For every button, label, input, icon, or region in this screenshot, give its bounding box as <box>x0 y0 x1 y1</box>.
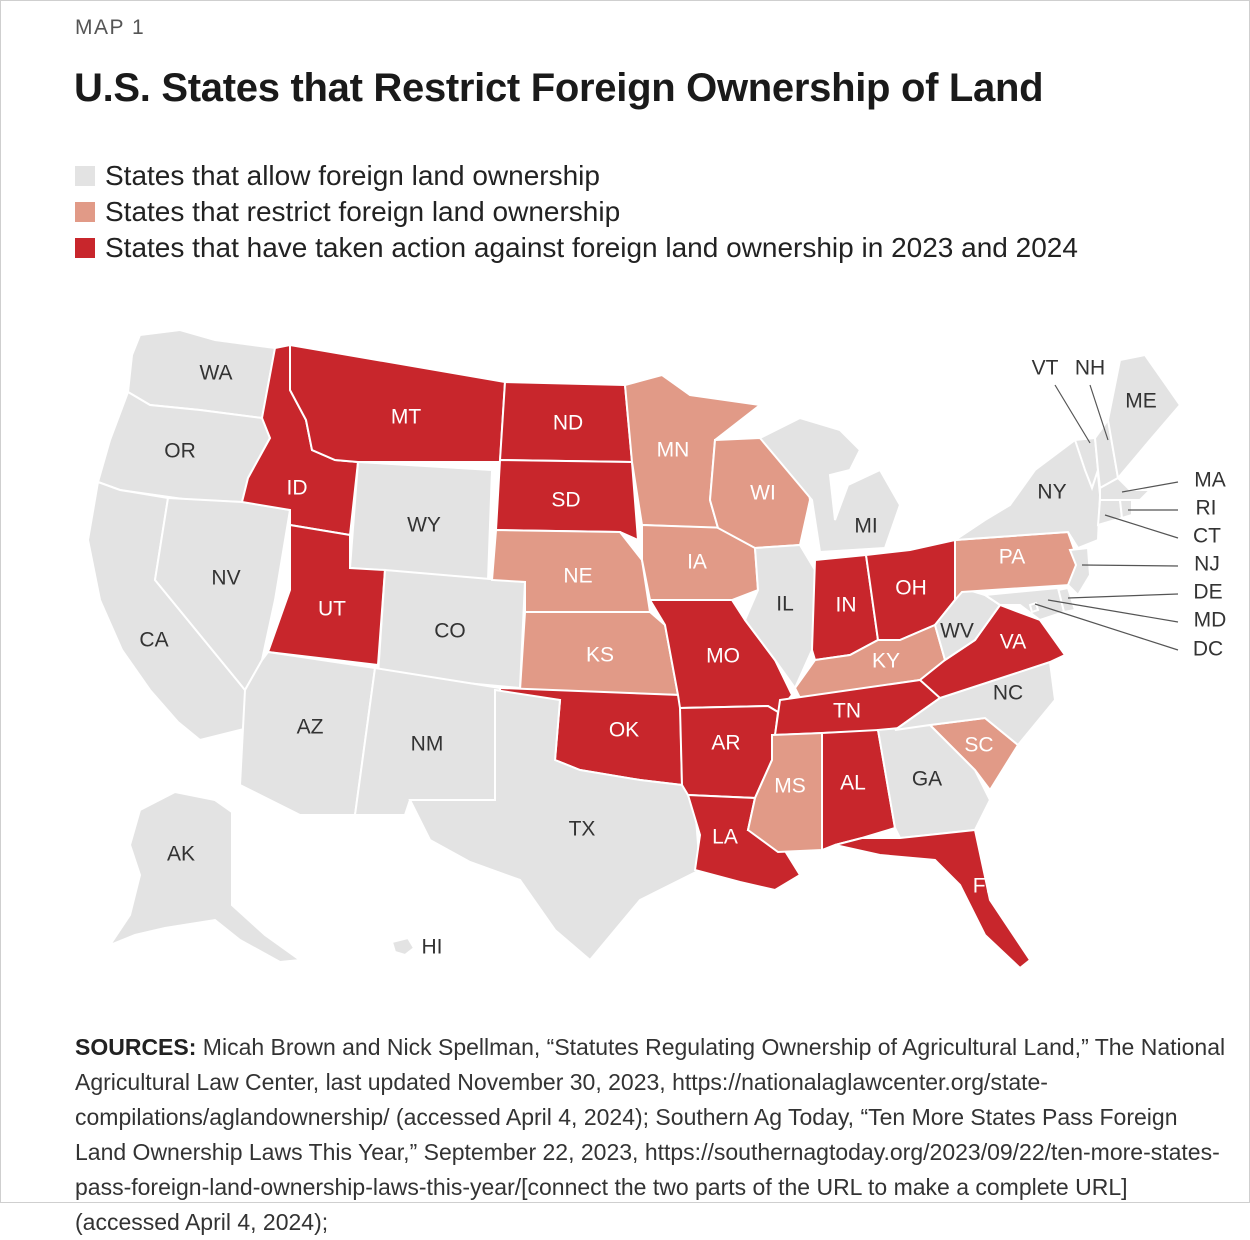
label-nj: NJ <box>1194 553 1220 576</box>
leader-dc <box>1034 603 1179 651</box>
label-mo: MO <box>706 645 740 668</box>
label-co: CO <box>434 620 466 643</box>
label-or: OR <box>164 440 196 463</box>
leader-md <box>1047 599 1179 623</box>
legend-item-allow: States that allow foreign land ownership <box>75 158 1078 194</box>
label-wi: WI <box>750 482 776 505</box>
label-mt: MT <box>391 406 421 429</box>
legend-label-action: States that have taken action against fo… <box>105 232 1078 263</box>
map-number: MAP 1 <box>75 16 146 39</box>
state-ri[interactable] <box>1118 499 1133 520</box>
state-vt[interactable] <box>1073 436 1100 491</box>
legend-swatch-action <box>75 238 95 258</box>
state-me[interactable] <box>1106 353 1182 481</box>
label-al: AL <box>840 772 866 795</box>
state-mi[interactable] <box>758 416 902 554</box>
label-il: IL <box>776 593 794 616</box>
label-ga: GA <box>912 768 942 791</box>
label-hi: HI <box>422 936 443 959</box>
label-ia: IA <box>687 551 707 574</box>
map-title: U.S. States that Restrict Foreign Owners… <box>74 66 1044 110</box>
label-ct: CT <box>1193 525 1221 548</box>
state-tx[interactable] <box>408 688 702 962</box>
leader-ma <box>1121 481 1179 493</box>
label-wy: WY <box>407 514 441 537</box>
state-ct[interactable] <box>1096 499 1124 527</box>
label-nv: NV <box>211 567 240 590</box>
label-sd: SD <box>551 489 580 512</box>
label-ma: MA <box>1194 469 1226 492</box>
us-map: WA OR CA NV ID MT WY UT CO AZ NM ND SD N… <box>86 328 1226 970</box>
label-ky: KY <box>872 650 900 673</box>
label-oh: OH <box>895 577 927 600</box>
label-ks: KS <box>586 644 614 667</box>
legend-item-action: States that have taken action against fo… <box>75 230 1078 266</box>
leader-vt <box>1054 384 1091 444</box>
label-ri: RI <box>1196 497 1217 520</box>
label-ny: NY <box>1037 481 1066 504</box>
label-nm: NM <box>411 733 444 756</box>
label-wa: WA <box>199 362 232 385</box>
label-ar: AR <box>711 732 740 755</box>
label-ne: NE <box>563 565 592 588</box>
leader-nh <box>1089 384 1109 441</box>
legend-swatch-allow <box>75 166 95 186</box>
label-ca: CA <box>139 629 168 652</box>
legend-label-restrict: States that restrict foreign land owners… <box>105 196 621 227</box>
sources-note: SOURCES: Micah Brown and Nick Spellman, … <box>75 1030 1235 1240</box>
label-ak: AK <box>167 843 195 866</box>
legend-item-restrict: States that restrict foreign land owners… <box>75 194 1078 230</box>
label-id: ID <box>287 477 308 500</box>
state-hi[interactable] <box>390 936 416 957</box>
state-md[interactable] <box>982 586 1066 622</box>
label-nh: NH <box>1075 357 1105 380</box>
sources-label: SOURCES: <box>75 1034 197 1060</box>
label-mn: MN <box>657 439 690 462</box>
label-az: AZ <box>297 716 324 739</box>
state-ny[interactable] <box>951 438 1102 550</box>
label-va: VA <box>1000 631 1026 654</box>
label-ms: MS <box>774 775 806 798</box>
label-vt: VT <box>1032 357 1059 380</box>
state-mt[interactable] <box>289 343 507 463</box>
label-md: MD <box>1194 609 1227 632</box>
leader-nj <box>1081 564 1179 567</box>
legend-label-allow: States that allow foreign land ownership <box>105 160 600 191</box>
sources-text: Micah Brown and Nick Spellman, “Statutes… <box>75 1034 1226 1235</box>
label-in: IN <box>836 594 857 617</box>
label-la: LA <box>712 826 738 849</box>
legend-swatch-restrict <box>75 202 95 222</box>
label-mi: MI <box>854 515 877 538</box>
label-fl: FL <box>973 875 998 898</box>
leader-lines <box>1034 384 1179 651</box>
label-ut: UT <box>318 598 346 621</box>
state-nj[interactable] <box>1066 546 1092 597</box>
state-dc[interactable] <box>1028 601 1040 614</box>
leader-de <box>1067 593 1179 599</box>
label-wv: WV <box>940 620 974 643</box>
label-tn: TN <box>833 700 861 723</box>
label-sc: SC <box>964 734 993 757</box>
label-nd: ND <box>553 412 583 435</box>
label-dc: DC <box>1193 638 1223 661</box>
state-labels: WA OR CA NV ID MT WY UT CO AZ NM ND SD N… <box>139 357 1226 959</box>
leader-ct <box>1104 514 1179 539</box>
label-pa: PA <box>999 546 1025 569</box>
label-de: DE <box>1193 581 1222 604</box>
state-shapes <box>86 328 1182 970</box>
label-tx: TX <box>569 818 596 841</box>
label-nc: NC <box>993 682 1023 705</box>
state-fl[interactable] <box>834 828 1032 970</box>
legend: States that allow foreign land ownership… <box>75 158 1078 266</box>
label-me: ME <box>1125 390 1157 413</box>
state-ak[interactable] <box>107 790 303 964</box>
label-ok: OK <box>609 719 639 742</box>
state-sd[interactable] <box>494 458 640 542</box>
